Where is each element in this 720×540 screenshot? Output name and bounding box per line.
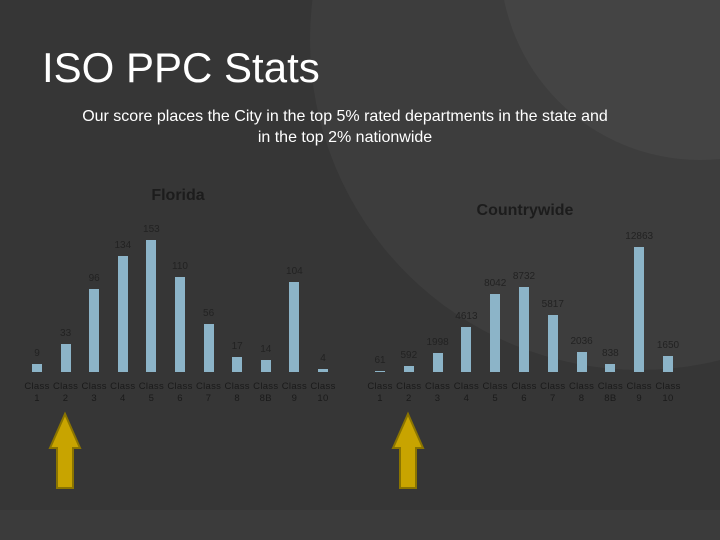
- bar: [490, 293, 501, 372]
- data-label: 104: [286, 266, 303, 278]
- bar: [146, 240, 157, 372]
- data-label: 838: [602, 347, 619, 359]
- data-label: 14: [260, 343, 272, 355]
- chart-title: Florida: [151, 187, 205, 204]
- slide-subtitle: Our score places the City in the top 5% …: [82, 108, 608, 146]
- data-label: 56: [203, 307, 215, 319]
- x-tick-label: Class 3: [424, 381, 451, 404]
- x-tick-label: Class 5: [482, 381, 508, 404]
- bar: [519, 287, 529, 372]
- bar: [605, 363, 616, 372]
- x-tick-label: Class 10: [655, 381, 681, 404]
- data-label: 12863: [625, 231, 654, 242]
- bar: [375, 371, 385, 372]
- x-tick-label: Class 9: [281, 381, 308, 404]
- slide-title: ISO PPC Stats: [42, 44, 320, 91]
- x-tick-label: Class 4: [453, 381, 480, 404]
- bar: [461, 327, 472, 372]
- data-label: 134: [114, 240, 132, 252]
- bar: [232, 357, 243, 372]
- x-tick-label: Class 1: [367, 381, 393, 404]
- data-label: 4613: [455, 311, 478, 323]
- x-tick-label: Class 6: [511, 381, 537, 404]
- bar: [432, 352, 443, 372]
- data-label: 61: [374, 355, 386, 367]
- data-label: 8042: [484, 277, 507, 289]
- chart-title: Countrywide: [476, 202, 574, 219]
- data-label: 9: [34, 348, 40, 360]
- x-tick-label: Class 8B: [253, 381, 279, 404]
- arrow: [391, 411, 425, 489]
- data-label: 153: [143, 224, 160, 235]
- bar: [289, 282, 300, 372]
- x-tick-label: Class 7: [195, 381, 222, 404]
- x-tick-label: Class 10: [310, 381, 336, 404]
- data-label: 110: [172, 261, 188, 273]
- x-tick-label: Class 3: [81, 381, 107, 404]
- data-label: 5817: [541, 299, 564, 311]
- data-label: 592: [400, 350, 418, 362]
- x-tick-label: Class 9: [626, 381, 652, 404]
- x-tick-label: Class 5: [138, 381, 165, 404]
- bar: [32, 364, 42, 372]
- bar: [60, 343, 71, 372]
- arrow: [48, 411, 82, 489]
- bar: [175, 277, 185, 372]
- data-label: 4: [320, 352, 326, 364]
- x-tick-label: Class 4: [110, 381, 136, 404]
- bar: [203, 323, 214, 372]
- x-tick-label: Class 1: [24, 381, 50, 404]
- bar: [318, 368, 328, 372]
- bar: [260, 359, 271, 372]
- bar: [663, 355, 673, 372]
- x-tick-label: Class 6: [167, 381, 193, 404]
- data-label: 2036: [570, 336, 593, 348]
- x-tick-label: Class 2: [396, 381, 422, 404]
- bar: [547, 315, 558, 372]
- x-tick-label: Class 8: [568, 381, 595, 404]
- x-tick-label: Class 2: [52, 381, 79, 404]
- bar: [576, 352, 587, 372]
- bar: [117, 256, 128, 372]
- data-label: 8732: [512, 271, 536, 283]
- data-label: 17: [231, 341, 243, 353]
- data-label: 1998: [426, 336, 449, 348]
- bg-band: [0, 510, 720, 540]
- bar: [634, 247, 645, 372]
- data-label: 1650: [656, 339, 680, 351]
- data-label: 96: [88, 273, 100, 285]
- x-tick-label: Class 7: [540, 381, 566, 404]
- x-tick-label: Class 8B: [597, 381, 624, 404]
- x-tick-label: Class 8: [224, 381, 250, 404]
- data-label: 33: [60, 327, 72, 339]
- bar: [403, 366, 414, 372]
- bg-arc: [504, 0, 720, 160]
- bar: [89, 289, 100, 372]
